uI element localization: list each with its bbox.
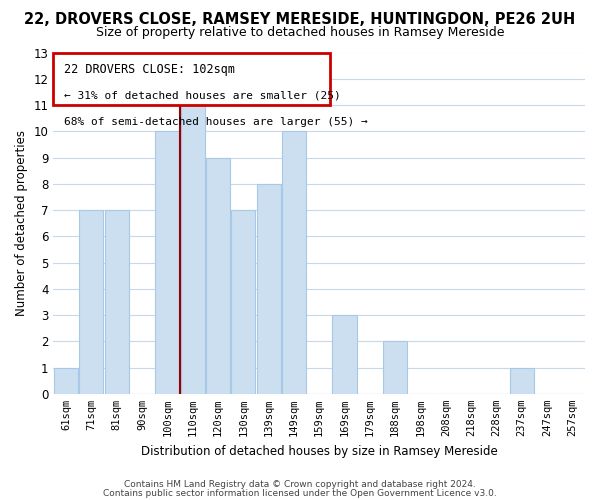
Bar	[332, 315, 356, 394]
Text: Size of property relative to detached houses in Ramsey Mereside: Size of property relative to detached ho…	[96, 26, 504, 39]
Text: 22 DROVERS CLOSE: 102sqm: 22 DROVERS CLOSE: 102sqm	[64, 62, 235, 76]
Bar	[231, 210, 255, 394]
Text: 22, DROVERS CLOSE, RAMSEY MERESIDE, HUNTINGDON, PE26 2UH: 22, DROVERS CLOSE, RAMSEY MERESIDE, HUNT…	[25, 12, 575, 28]
Text: Contains HM Land Registry data © Crown copyright and database right 2024.: Contains HM Land Registry data © Crown c…	[124, 480, 476, 489]
Bar	[257, 184, 281, 394]
Text: 68% of semi-detached houses are larger (55) →: 68% of semi-detached houses are larger (…	[64, 118, 368, 128]
Bar	[79, 210, 103, 394]
Bar	[206, 158, 230, 394]
Bar	[54, 368, 78, 394]
Text: ← 31% of detached houses are smaller (25): ← 31% of detached houses are smaller (25…	[64, 90, 341, 100]
Bar	[509, 368, 534, 394]
Bar	[104, 210, 129, 394]
Bar	[282, 132, 306, 394]
Bar	[155, 132, 179, 394]
Bar	[181, 105, 205, 394]
Text: Contains public sector information licensed under the Open Government Licence v3: Contains public sector information licen…	[103, 488, 497, 498]
X-axis label: Distribution of detached houses by size in Ramsey Mereside: Distribution of detached houses by size …	[141, 444, 497, 458]
FancyBboxPatch shape	[53, 52, 330, 106]
Y-axis label: Number of detached properties: Number of detached properties	[15, 130, 28, 316]
Bar	[383, 342, 407, 394]
